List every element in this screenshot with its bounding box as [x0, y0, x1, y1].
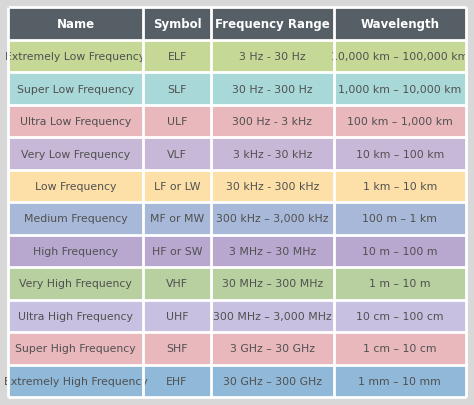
Text: Extremely Low Frequency: Extremely Low Frequency: [6, 52, 146, 62]
Bar: [8, 364, 143, 397]
Text: LF or LW: LF or LW: [154, 181, 200, 192]
Bar: [211, 106, 334, 138]
Bar: [8, 73, 143, 106]
Bar: [143, 138, 211, 171]
Text: 100 m – 1 km: 100 m – 1 km: [363, 214, 437, 224]
Bar: [334, 268, 466, 300]
Text: 30 kHz - 300 kHz: 30 kHz - 300 kHz: [226, 181, 319, 192]
Text: 1,000 km – 10,000 km: 1,000 km – 10,000 km: [338, 85, 462, 94]
Text: Super Low Frequency: Super Low Frequency: [17, 85, 134, 94]
Text: VHF: VHF: [166, 279, 188, 289]
Bar: [334, 235, 466, 268]
Text: EHF: EHF: [166, 376, 188, 386]
Text: 3 Hz - 30 Hz: 3 Hz - 30 Hz: [239, 52, 306, 62]
Text: ULF: ULF: [167, 117, 187, 127]
Bar: [211, 268, 334, 300]
Bar: [143, 171, 211, 203]
Text: ELF: ELF: [167, 52, 187, 62]
Text: 3 kHz - 30 kHz: 3 kHz - 30 kHz: [233, 149, 312, 159]
Bar: [211, 138, 334, 171]
Bar: [211, 41, 334, 73]
Bar: [8, 235, 143, 268]
Text: Extremely High Frequency: Extremely High Frequency: [4, 376, 147, 386]
Bar: [211, 332, 334, 364]
Text: Symbol: Symbol: [153, 18, 201, 31]
Text: 10,000 km – 100,000 km: 10,000 km – 100,000 km: [331, 52, 468, 62]
Bar: [143, 364, 211, 397]
Bar: [334, 300, 466, 332]
Text: HF or SW: HF or SW: [152, 246, 202, 256]
Text: Super High Frequency: Super High Frequency: [15, 343, 136, 354]
Text: 1 m – 10 m: 1 m – 10 m: [369, 279, 430, 289]
Text: 100 km – 1,000 km: 100 km – 1,000 km: [347, 117, 453, 127]
Bar: [211, 364, 334, 397]
Text: SHF: SHF: [166, 343, 188, 354]
Text: 300 kHz – 3,000 kHz: 300 kHz – 3,000 kHz: [216, 214, 328, 224]
Bar: [143, 203, 211, 235]
Text: Low Frequency: Low Frequency: [35, 181, 116, 192]
Text: Ultra Low Frequency: Ultra Low Frequency: [20, 117, 131, 127]
Bar: [334, 138, 466, 171]
Bar: [143, 332, 211, 364]
Bar: [211, 235, 334, 268]
Text: 30 Hz - 300 Hz: 30 Hz - 300 Hz: [232, 85, 312, 94]
Text: 10 m – 100 m: 10 m – 100 m: [362, 246, 438, 256]
Text: Name: Name: [56, 18, 95, 31]
Text: 1 mm – 10 mm: 1 mm – 10 mm: [358, 376, 441, 386]
Text: 300 Hz - 3 kHz: 300 Hz - 3 kHz: [232, 117, 312, 127]
Bar: [334, 171, 466, 203]
Text: VLF: VLF: [167, 149, 187, 159]
Text: Medium Frequency: Medium Frequency: [24, 214, 128, 224]
Bar: [8, 8, 466, 41]
Bar: [334, 106, 466, 138]
Text: 3 GHz – 30 GHz: 3 GHz – 30 GHz: [230, 343, 315, 354]
Bar: [211, 300, 334, 332]
Bar: [8, 138, 143, 171]
Bar: [8, 332, 143, 364]
Bar: [334, 73, 466, 106]
Bar: [8, 300, 143, 332]
Text: Very Low Frequency: Very Low Frequency: [21, 149, 130, 159]
Text: 300 MHz – 3,000 MHz: 300 MHz – 3,000 MHz: [213, 311, 332, 321]
Bar: [143, 106, 211, 138]
Text: 30 MHz – 300 MHz: 30 MHz – 300 MHz: [222, 279, 323, 289]
Text: Wavelength: Wavelength: [360, 18, 439, 31]
Text: Frequency Range: Frequency Range: [215, 18, 329, 31]
Bar: [211, 203, 334, 235]
Bar: [211, 171, 334, 203]
Text: 1 cm – 10 cm: 1 cm – 10 cm: [363, 343, 437, 354]
Text: 1 km – 10 km: 1 km – 10 km: [363, 181, 437, 192]
Text: 30 GHz – 300 GHz: 30 GHz – 300 GHz: [223, 376, 322, 386]
Text: MF or MW: MF or MW: [150, 214, 204, 224]
Bar: [334, 364, 466, 397]
Text: SLF: SLF: [167, 85, 187, 94]
Bar: [8, 268, 143, 300]
Text: 3 MHz – 30 MHz: 3 MHz – 30 MHz: [228, 246, 316, 256]
Bar: [334, 41, 466, 73]
Bar: [211, 73, 334, 106]
Text: 10 km – 100 km: 10 km – 100 km: [356, 149, 444, 159]
Bar: [334, 332, 466, 364]
Text: 10 cm – 100 cm: 10 cm – 100 cm: [356, 311, 444, 321]
Text: Very High Frequency: Very High Frequency: [19, 279, 132, 289]
Bar: [143, 268, 211, 300]
Text: Ultra High Frequency: Ultra High Frequency: [18, 311, 133, 321]
Bar: [8, 203, 143, 235]
Text: High Frequency: High Frequency: [33, 246, 118, 256]
Bar: [8, 106, 143, 138]
Bar: [8, 171, 143, 203]
Text: UHF: UHF: [166, 311, 188, 321]
Bar: [8, 41, 143, 73]
Bar: [334, 203, 466, 235]
Bar: [143, 41, 211, 73]
Bar: [143, 300, 211, 332]
Bar: [143, 73, 211, 106]
Bar: [143, 235, 211, 268]
